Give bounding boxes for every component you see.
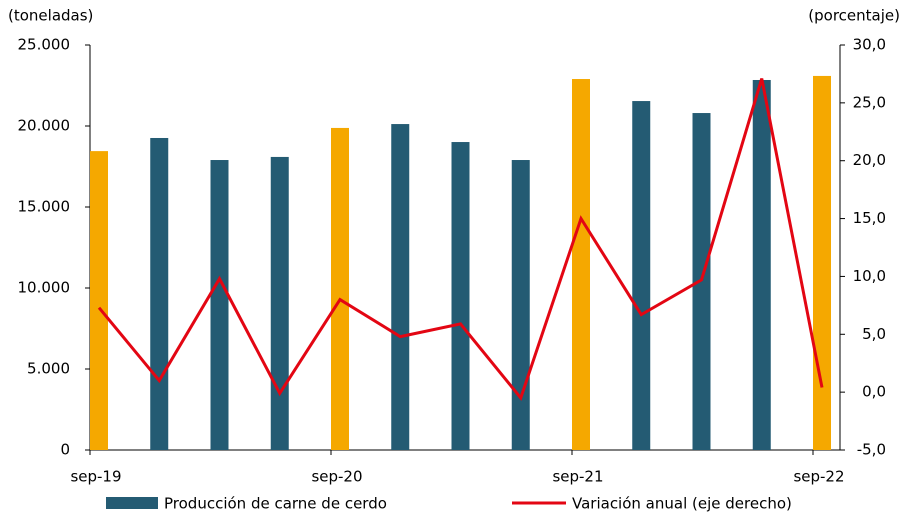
y-axis-label: (toneladas) <box>8 7 93 25</box>
bar <box>813 75 831 450</box>
x-tick-label: sep-21 <box>552 468 603 486</box>
bar <box>572 79 590 451</box>
y-tick-label: 15.000 <box>18 198 71 216</box>
x-tick-label: sep-19 <box>70 468 121 486</box>
legend-label: Producción de carne de cerdo <box>164 495 387 512</box>
y-tick-label: 25.000 <box>18 36 71 54</box>
bar <box>270 156 289 450</box>
bar <box>150 137 169 450</box>
legend-swatch <box>106 497 158 509</box>
y2-tick-label: 10,0 <box>853 267 886 285</box>
y2-tick-label: 25,0 <box>853 93 886 111</box>
bar <box>511 160 530 450</box>
y2-tick-label: 20,0 <box>853 151 886 169</box>
bar <box>90 151 108 451</box>
bar <box>632 101 651 450</box>
y2-tick-label: 30,0 <box>853 36 886 54</box>
y2-tick-label: 15,0 <box>853 209 886 227</box>
y-tick-label: 0 <box>60 441 70 459</box>
y-tick-label: 20.000 <box>18 117 71 135</box>
bar <box>752 79 771 450</box>
x-tick-label: sep-22 <box>793 468 844 486</box>
bar <box>210 160 229 450</box>
y-tick-label: 10.000 <box>18 279 71 297</box>
y-tick-label: 5.000 <box>27 360 70 378</box>
bar <box>331 127 349 450</box>
legend-label: Variación anual (eje derecho) <box>572 495 792 512</box>
y2-axis-label: (porcentaje) <box>808 7 900 25</box>
bar <box>451 142 470 450</box>
bar <box>391 124 410 450</box>
y2-tick-label: 5,0 <box>862 325 886 343</box>
x-tick-label: sep-20 <box>311 468 362 486</box>
line <box>97 78 824 401</box>
y2-tick-label: 0,0 <box>862 383 886 401</box>
y2-tick-label: -5,0 <box>857 441 886 459</box>
